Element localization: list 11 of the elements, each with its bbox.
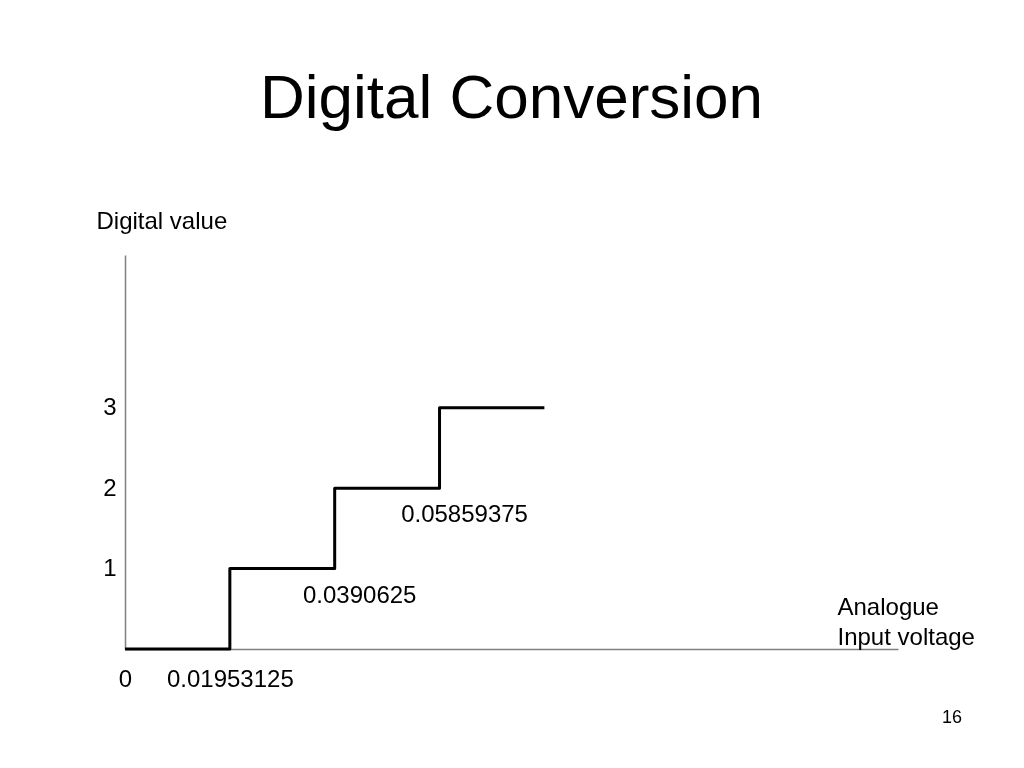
text: 16 bbox=[941, 707, 963, 727]
annotation: 0.0390625 bbox=[302, 580, 417, 608]
y-tick-label: 2 bbox=[103, 473, 117, 501]
y-axis-title: Digital value bbox=[96, 206, 228, 234]
y-tick-label: 3 bbox=[103, 393, 117, 421]
y-tick-label: 1 bbox=[103, 554, 117, 582]
chart-title: Digital Conversion bbox=[259, 62, 764, 131]
annotation: 0.05859375 bbox=[401, 500, 528, 528]
x-tick-label: 0.01953125 bbox=[166, 664, 294, 692]
x-tick-label: 0 bbox=[118, 664, 133, 692]
x-axis-title: Analogue Input voltage bbox=[837, 592, 975, 650]
